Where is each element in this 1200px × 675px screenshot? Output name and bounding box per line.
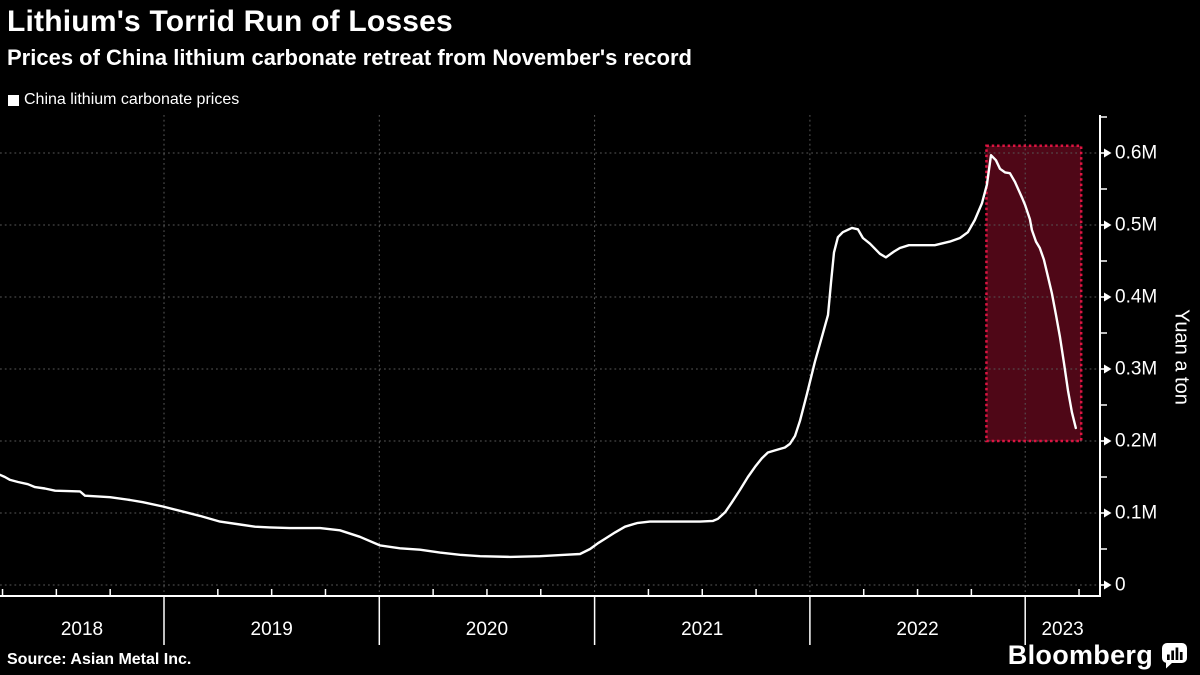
y-tick-label: 0.3M xyxy=(1115,359,1157,380)
legend: China lithium carbonate prices xyxy=(8,91,239,109)
y-tick-arrow-icon xyxy=(1104,148,1112,158)
source-note: Source: Asian Metal Inc. xyxy=(7,651,192,668)
x-year-label: 2018 xyxy=(61,619,103,640)
y-tick-arrow-icon xyxy=(1104,580,1112,590)
y-tick-label: 0.6M xyxy=(1115,143,1157,164)
y-tick-arrow-icon xyxy=(1104,436,1112,446)
y-axis-title: Yuan a ton xyxy=(1170,309,1193,405)
bloomberg-chart-bubble-icon xyxy=(1162,643,1187,669)
bloomberg-branding: Bloomberg xyxy=(1008,640,1188,671)
y-tick-arrow-icon xyxy=(1104,220,1112,230)
chart-title: Lithium's Torrid Run of Losses xyxy=(7,5,453,38)
bloomberg-wordmark: Bloomberg xyxy=(1007,640,1153,670)
y-tick-label: 0.2M xyxy=(1115,431,1157,452)
legend-swatch-icon xyxy=(8,94,19,106)
y-tick-label: 0.4M xyxy=(1115,287,1157,308)
price-line xyxy=(0,153,1078,559)
y-tick-label: 0.5M xyxy=(1115,215,1157,236)
y-tick-label: 0 xyxy=(1115,575,1126,596)
x-year-label: 2023 xyxy=(1041,619,1083,640)
y-tick-arrow-icon xyxy=(1104,292,1112,302)
x-year-label: 2020 xyxy=(466,619,508,640)
y-tick-arrow-icon xyxy=(1104,364,1112,374)
x-year-label: 2019 xyxy=(251,619,293,640)
chart-subtitle: Prices of China lithium carbonate retrea… xyxy=(7,45,692,70)
y-tick-label: 0.1M xyxy=(1115,503,1157,524)
highlight-box-fill xyxy=(986,145,1082,442)
highlight-box-border xyxy=(985,144,1083,443)
y-tick-arrow-icon xyxy=(1104,508,1112,518)
x-year-label: 2022 xyxy=(896,619,938,640)
legend-label: China lithium carbonate prices xyxy=(24,91,240,108)
x-year-label: 2021 xyxy=(681,619,723,640)
